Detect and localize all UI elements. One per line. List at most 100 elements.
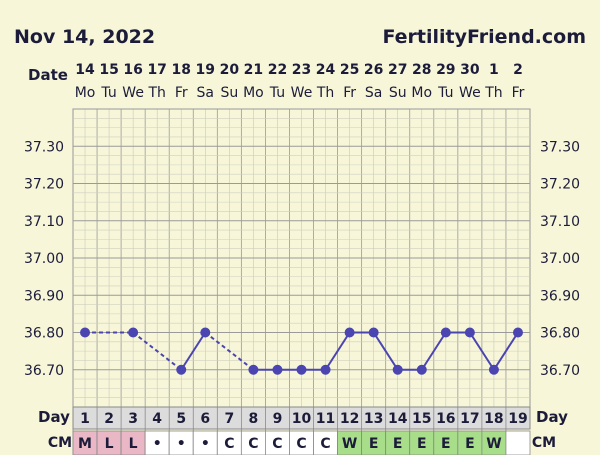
date-label: 15 [99,62,118,78]
temp-point [176,364,187,375]
date-row-label: Date [28,66,68,84]
cm-cell [289,430,314,455]
date-label: 30 [460,62,480,78]
date-label: 22 [268,62,287,78]
weekday-label: Sa [365,85,382,101]
date-label: 1 [489,62,499,78]
cm-cell [361,430,387,455]
cm-cell [120,430,146,455]
temp-point [416,364,427,375]
weekday-label: Mo [243,85,264,101]
day-row-label-left: Day [38,408,70,426]
weekday-label: Th [484,85,502,101]
date-label: 17 [147,62,166,78]
cm-value: C [320,436,330,452]
y-tick-right: 36.80 [540,326,580,342]
temp-point [200,327,211,338]
date-label: 18 [171,62,190,78]
cm-value: L [105,436,114,452]
cycle-day-label: 9 [273,411,283,427]
cm-value: • [177,436,186,452]
weekday-label: Tu [269,85,285,101]
cycle-day-label: 6 [200,411,210,427]
temp-point [296,364,307,375]
cycle-day-label: 18 [484,411,503,427]
cycle-day-label: 1 [80,411,90,427]
temp-line-segment [372,331,399,371]
cm-value: C [272,436,282,452]
temperature-points [80,327,523,375]
date-label: 27 [388,62,407,78]
weekday-label: Su [389,85,407,101]
temp-point [368,327,379,338]
cycle-day-label: 19 [508,411,527,427]
temp-point [272,364,283,375]
cycle-day-label: 7 [224,411,234,427]
cm-value: W [486,436,501,452]
temp-line-segment [324,331,351,371]
cm-value: C [296,436,306,452]
y-tick-right: 37.30 [540,139,580,155]
temp-line-segment [469,331,495,371]
temp-point [248,364,259,375]
weekday-label: Tu [437,85,453,101]
cycle-day-label: 4 [152,411,162,427]
cycle-day-label: 11 [316,411,335,427]
cm-value: E [441,436,451,452]
cm-value: • [153,436,162,452]
date-label: 24 [316,62,336,78]
date-label: 14 [75,62,95,78]
bottom-rows: 1M2L3L4•5•6•7C8C9C10C11C12W13E14E15E16E1… [72,406,531,455]
date-label: 20 [220,62,240,78]
date-label: 23 [292,62,311,78]
temp-line-dashed [204,331,255,371]
cycle-day-label: 12 [340,411,359,427]
weekday-label: Th [316,85,334,101]
cm-value: E [417,436,427,452]
cm-value: E [465,436,475,452]
date-label: 19 [196,62,215,78]
temp-point [80,327,91,338]
y-tick-left: 36.90 [24,288,64,304]
y-tick-right: 37.20 [540,177,580,193]
weekday-label: We [122,85,144,101]
weekday-label: Mo [411,85,432,101]
cm-cell [240,430,266,455]
cycle-day-label: 10 [292,411,312,427]
cm-cell [168,430,194,455]
temp-point [464,327,475,338]
day-row-label-right: Day [536,408,568,426]
temp-point [128,327,139,338]
cm-value: E [369,436,379,452]
cm-cell [409,430,435,455]
weekday-label: Su [220,85,238,101]
chart-date: Nov 14, 2022 [14,26,156,48]
weekday-label: Sa [197,85,214,101]
date-label: 29 [436,62,455,78]
cm-cell [96,430,122,455]
temp-point [392,364,403,375]
cycle-day-label: 16 [436,411,455,427]
weekday-label: We [459,85,481,101]
chart-grid [72,108,531,408]
cm-cell [72,430,98,455]
y-tick-right: 36.70 [540,363,580,379]
y-tick-left: 36.80 [24,326,64,342]
cm-row-label-right: CM [532,435,556,451]
temp-line-segment [493,331,519,371]
cm-value: C [248,436,258,452]
cycle-day-label: 2 [104,411,114,427]
cm-cell [505,430,531,455]
site-name: FertilityFriend.com [382,26,586,48]
temp-line-segment [420,331,447,371]
temp-line-dashed [132,331,182,371]
cm-cell [192,430,218,455]
weekday-label: We [291,85,313,101]
weekday-label: Mo [75,85,96,101]
cm-value: L [129,436,138,452]
cm-cell [313,430,338,455]
temp-line-segment [180,331,207,371]
date-label: 16 [123,62,142,78]
cycle-day-label: 14 [388,411,408,427]
